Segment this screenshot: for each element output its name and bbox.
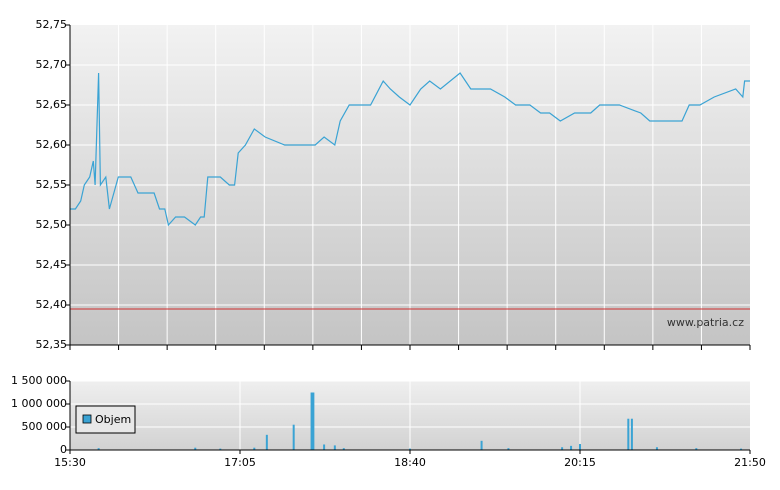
volume-bar	[655, 447, 658, 450]
y-tick-label: 52,55	[36, 178, 68, 191]
legend-swatch	[82, 414, 92, 424]
volume-bar	[507, 448, 510, 450]
y-tick-label: 500 000	[22, 420, 68, 433]
y-tick-label: 52,65	[36, 98, 68, 111]
volume-bar	[627, 418, 630, 450]
volume-bar	[630, 418, 633, 450]
volume-bar	[740, 448, 743, 450]
volume-bar	[194, 447, 197, 450]
legend-label: Objem	[95, 413, 131, 426]
volume-bar	[579, 444, 581, 450]
volume-bar	[310, 392, 313, 450]
y-tick-label: 52,35	[36, 338, 68, 351]
volume-bar	[695, 448, 698, 450]
volume-bar	[409, 448, 411, 450]
y-tick-label: 52,75	[36, 18, 68, 31]
volume-bar	[342, 448, 345, 450]
volume-bar	[333, 445, 336, 450]
x-tick-label: 21:50	[734, 456, 766, 469]
y-tick-label: 52,45	[36, 258, 68, 271]
volume-bar	[323, 444, 326, 450]
y-tick-label: 1 000 000	[11, 397, 67, 410]
x-tick-label: 18:40	[394, 456, 426, 469]
volume-bar	[480, 440, 483, 450]
volume-bar	[97, 448, 100, 450]
y-tick-label: 52,40	[36, 298, 68, 311]
y-tick-label: 52,50	[36, 218, 68, 231]
price-line	[70, 72, 750, 227]
y-tick-label: 52,70	[36, 58, 68, 71]
volume-bar	[312, 392, 315, 450]
volume-bar	[219, 448, 222, 450]
volume-bar	[265, 434, 268, 450]
y-tick-label: 52,60	[36, 138, 68, 151]
x-tick-label: 17:05	[224, 456, 256, 469]
volume-bar	[561, 447, 564, 450]
volume-bar	[253, 447, 256, 450]
x-tick-label: 15:30	[54, 456, 86, 469]
watermark: www.patria.cz	[667, 316, 744, 329]
volume-bar	[570, 445, 573, 450]
y-tick-label: 1 500 000	[11, 374, 67, 387]
x-tick-label: 20:15	[564, 456, 596, 469]
volume-bar	[292, 424, 295, 450]
y-tick-label: 0	[60, 443, 67, 456]
